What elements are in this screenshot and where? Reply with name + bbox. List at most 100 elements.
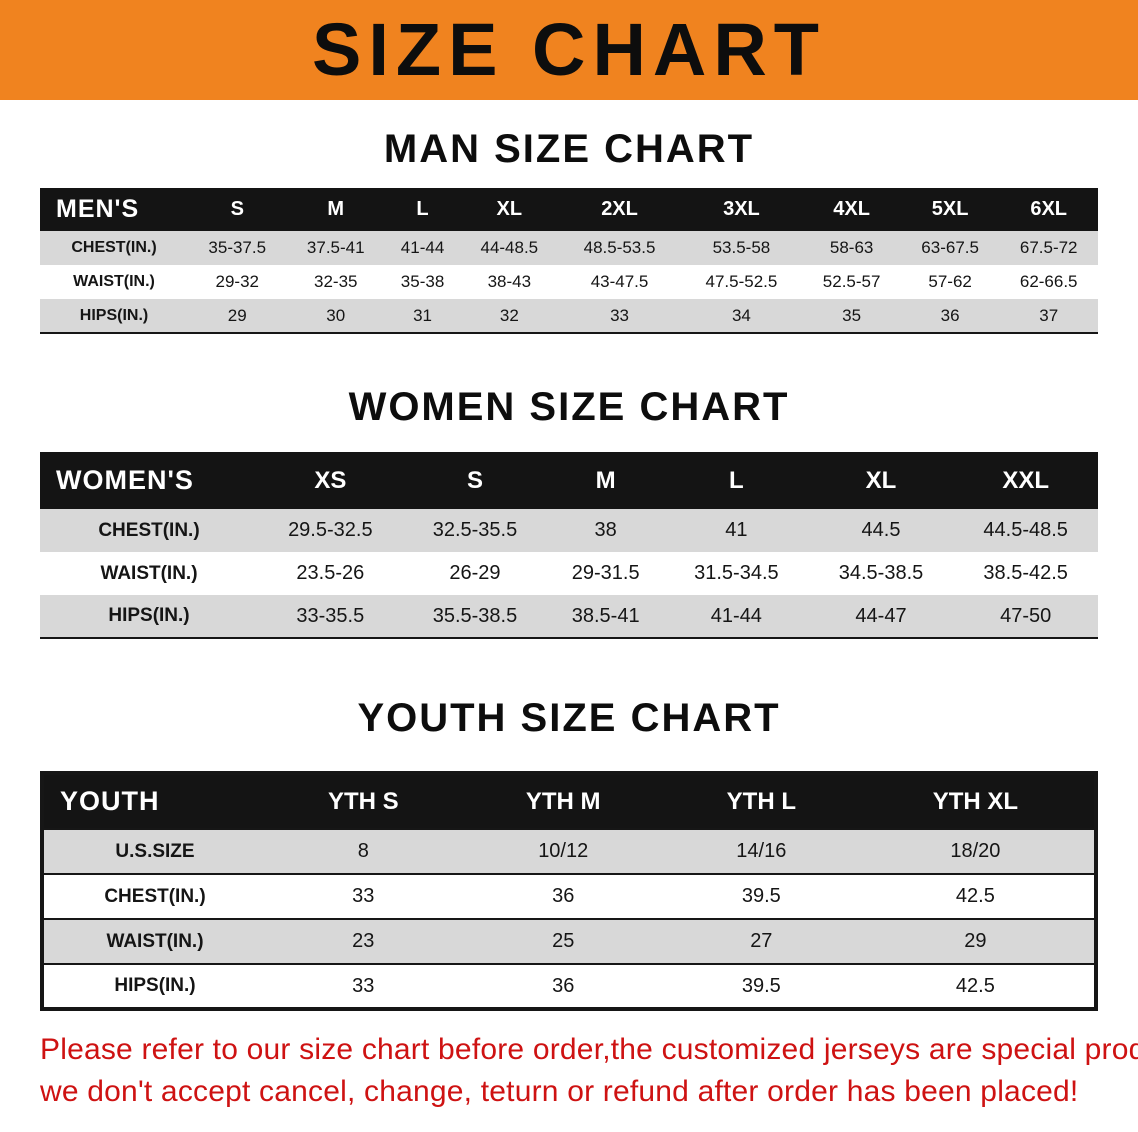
size-value-cell: 44-47 — [855, 604, 907, 627]
women-section-heading: WOMEN SIZE CHART — [348, 385, 790, 429]
disclaimer-line-2: we don't accept cancel, change, teturn o… — [40, 1075, 1079, 1108]
size-column-header: XS — [258, 452, 403, 509]
measurement-row-label: CHEST(IN.) — [71, 239, 157, 256]
size-value-cell: 29-31.5 — [571, 562, 640, 584]
size-value-cell: 33 — [610, 305, 629, 325]
size-value-cell: 10/12 — [538, 840, 589, 862]
size-value-cell: 14/16 — [736, 840, 787, 862]
measurement-row-label: CHEST(IN.) — [104, 885, 206, 907]
size-value-cell: 18/20 — [950, 840, 1001, 862]
size-value-cell: 30 — [326, 305, 346, 325]
size-column-header: YTH XL — [856, 773, 1096, 829]
youth-size-table: YOUTH YTH S YTH M YTH L YTH XL U.S.SIZE 8 10/12… — [40, 771, 1098, 1011]
size-value-cell: 38-43 — [487, 272, 532, 291]
size-value-cell: 57-62 — [928, 272, 972, 291]
measurement-row-label: HIPS(IN.) — [79, 306, 149, 324]
size-value-cell: 41 — [725, 519, 748, 541]
size-value-cell: 42.5 — [955, 974, 995, 997]
measurement-row: HIPS(IN.) 29 30 31 32 33 34 35 36 37 — [40, 299, 1098, 333]
size-value-cell: 29 — [227, 305, 247, 325]
size-value-cell: 33 — [352, 974, 375, 997]
youth-section: YOUTH SIZE CHART YOUTH YTH S YTH M YTH L YTH… — [0, 695, 1138, 1011]
size-value-cell: 44.5 — [861, 519, 901, 541]
size-value-cell: 32.5-35.5 — [432, 519, 518, 541]
size-value-cell: 8 — [357, 840, 369, 862]
size-value-cell: 47-50 — [1000, 604, 1052, 627]
table-header-row: MEN'S S M L XL 2XL 3XL 4XL 5XL 6XL — [40, 188, 1098, 231]
measurement-row-label: U.S.SIZE — [115, 840, 195, 862]
measurement-row-label: HIPS(IN.) — [108, 605, 190, 626]
page-title: SIZE CHART — [312, 8, 826, 91]
size-value-cell: 43-47.5 — [590, 272, 649, 291]
measurement-row-label: HIPS(IN.) — [114, 975, 196, 996]
size-column-header: 2XL — [558, 188, 681, 231]
size-column-header: L — [664, 452, 809, 509]
size-value-cell: 38.5-41 — [571, 604, 640, 627]
size-value-cell: 37 — [1039, 305, 1059, 325]
size-value-cell: 44.5-48.5 — [983, 519, 1068, 541]
size-column-header: 5XL — [900, 188, 1000, 231]
youth-section-heading: YOUTH SIZE CHART — [357, 696, 781, 740]
size-value-cell: 29-32 — [215, 272, 259, 291]
size-value-cell: 23 — [352, 930, 375, 952]
table-corner-label: MEN'S — [40, 188, 188, 231]
size-column-header: L — [385, 188, 461, 231]
table-header-row: YOUTH YTH S YTH M YTH L YTH XL — [42, 773, 1096, 829]
measurement-row-label: WAIST(IN.) — [73, 273, 155, 290]
size-value-cell: 33-35.5 — [296, 604, 365, 627]
measurement-row: CHEST(IN.) 35-37.5 37.5-41 41-44 44-48.5 48.5… — [40, 231, 1098, 265]
size-value-cell: 36 — [940, 305, 960, 325]
measurement-row: HIPS(IN.) 33-35.5 35.5-38.5 38.5-41 41-44 44-… — [40, 595, 1098, 638]
size-value-cell: 35.5-38.5 — [432, 604, 518, 627]
measurement-row: WAIST(IN.) 23.5-26 26-29 29-31.5 31.5-34.5 34… — [40, 552, 1098, 595]
size-column-header: YTH L — [665, 773, 857, 829]
size-value-cell: 38 — [594, 519, 617, 541]
table-corner-label: WOMEN'S — [40, 452, 258, 509]
size-value-cell: 37.5-41 — [306, 238, 365, 257]
size-value-cell: 29.5-32.5 — [288, 519, 373, 541]
size-value-cell: 35-37.5 — [208, 238, 267, 257]
size-value-cell: 36 — [552, 885, 575, 907]
measurement-row-label: WAIST(IN.) — [106, 930, 204, 952]
measurement-row-label: CHEST(IN.) — [98, 519, 200, 541]
size-value-cell: 52.5-57 — [822, 272, 881, 291]
women-section: WOMEN SIZE CHART WOMEN'S XS S M L XL XXL CHEST(… — [0, 384, 1138, 639]
measurement-row: WAIST(IN.) 29-32 32-35 35-38 38-43 43-47.5 47.… — [40, 265, 1098, 299]
size-column-header: M — [547, 452, 665, 509]
banner: SIZE CHART — [0, 0, 1138, 100]
size-value-cell: 34 — [731, 305, 751, 325]
measurement-row: WAIST(IN.) 23 25 27 29 — [42, 919, 1096, 964]
size-value-cell: 58-63 — [829, 238, 874, 257]
size-column-header: XL — [808, 452, 954, 509]
size-value-cell: 23.5-26 — [296, 562, 365, 584]
size-value-cell: 62-66.5 — [1019, 272, 1078, 291]
size-value-cell: 42.5 — [955, 885, 995, 907]
disclaimer: Please refer to our size chart before or… — [0, 1029, 1138, 1113]
measurement-row: CHEST(IN.) 29.5-32.5 32.5-35.5 38 41 44.5 44.5… — [40, 509, 1098, 552]
size-column-header: S — [402, 452, 548, 509]
size-column-header: S — [188, 188, 287, 231]
size-column-header: M — [286, 188, 385, 231]
size-value-cell: 25 — [552, 930, 575, 952]
size-value-cell: 48.5-53.5 — [583, 238, 656, 257]
size-value-cell: 63-67.5 — [921, 238, 979, 257]
size-column-header: 4XL — [802, 188, 901, 231]
women-size-table: WOMEN'S XS S M L XL XXL CHEST(IN.) 29.5-32.5 32.5… — [40, 452, 1098, 639]
size-value-cell: 35-38 — [400, 272, 445, 291]
size-value-cell: 38.5-42.5 — [983, 562, 1068, 584]
men-section-heading: MAN SIZE CHART — [383, 127, 755, 171]
size-value-cell: 26-29 — [449, 562, 501, 584]
size-column-header: YTH S — [266, 773, 461, 829]
table-corner-label: YOUTH — [42, 773, 266, 829]
size-value-cell: 27 — [750, 930, 773, 952]
disclaimer-line-1: Please refer to our size chart before or… — [40, 1033, 1138, 1066]
men-section: MAN SIZE CHART MEN'S S M L XL 2XL 3XL 4XL 5XL 6XL… — [0, 126, 1138, 334]
size-value-cell: 41-44 — [710, 604, 762, 627]
size-value-cell: 29 — [964, 930, 987, 952]
measurement-row: CHEST(IN.) 33 36 39.5 42.5 — [42, 874, 1096, 919]
size-column-header: XXL — [953, 452, 1098, 509]
measurement-row: U.S.SIZE 8 10/12 14/16 18/20 — [42, 829, 1096, 874]
men-size-table: MEN'S S M L XL 2XL 3XL 4XL 5XL 6XL CHEST(IN.) 35-37… — [40, 188, 1098, 334]
size-value-cell: 39.5 — [741, 885, 781, 907]
